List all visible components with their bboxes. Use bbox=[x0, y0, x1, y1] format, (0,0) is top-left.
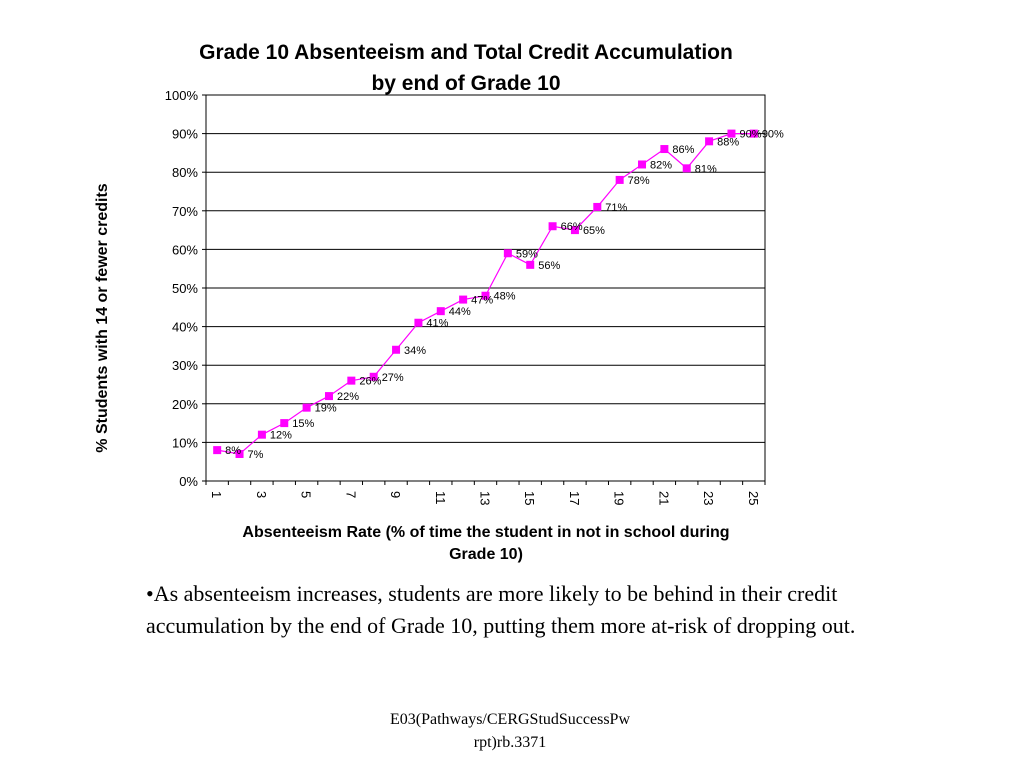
data-point bbox=[347, 376, 356, 385]
x-tick-label: 13 bbox=[478, 491, 493, 505]
plot-area bbox=[205, 94, 766, 482]
x-tick-labels: 1 3 5 7 9 11 13 15 17 19 21 23 25 bbox=[209, 491, 761, 505]
x-tick-label: 19 bbox=[612, 491, 627, 505]
y-tick-label: 50% bbox=[172, 281, 198, 296]
data-label: 66% bbox=[561, 221, 583, 233]
chart: Grade 10 Absenteeism and Total Credit Ac… bbox=[94, 41, 784, 563]
data-label: 48% bbox=[494, 291, 516, 303]
data-point bbox=[257, 430, 266, 439]
data-label: 78% bbox=[628, 175, 650, 187]
x-tick-label: 25 bbox=[746, 491, 761, 505]
data-point bbox=[436, 307, 445, 316]
data-point bbox=[369, 372, 378, 381]
y-tick-label: 20% bbox=[172, 397, 198, 412]
data-point bbox=[727, 129, 736, 138]
chart-title-line-2: by end of Grade 10 bbox=[371, 72, 560, 95]
y-tick-labels: 0% 10% 20% 30% 40% 50% 60% 70% 80% 90% 100% bbox=[165, 88, 199, 489]
data-point bbox=[213, 446, 222, 455]
data-label: 81% bbox=[695, 163, 717, 175]
data-label: 15% bbox=[292, 418, 314, 430]
data-label: 12% bbox=[270, 430, 292, 442]
footer-line-2: rpt)rb.3371 bbox=[473, 734, 547, 751]
data-labels: 8% 7% 12%15%19%22%26% 27% 34% 41%44%47% 48% 59%… bbox=[225, 129, 784, 461]
data-point bbox=[392, 345, 401, 354]
data-point bbox=[302, 403, 311, 412]
data-label: 26% bbox=[359, 376, 381, 388]
y-tick-label: 10% bbox=[172, 435, 198, 450]
data-label: 44% bbox=[449, 306, 471, 318]
data-point bbox=[481, 291, 490, 300]
data-point bbox=[682, 164, 691, 173]
data-label: 22% bbox=[337, 391, 359, 403]
data-point bbox=[749, 129, 758, 138]
data-point bbox=[414, 318, 423, 327]
data-point bbox=[570, 226, 579, 235]
bullet-text: •As absenteeism increases, students are … bbox=[146, 581, 856, 638]
data-point bbox=[459, 295, 468, 304]
data-label: 19% bbox=[315, 403, 337, 415]
y-tick-label: 100% bbox=[165, 88, 199, 103]
data-point bbox=[324, 392, 333, 401]
data-label: 7% bbox=[248, 449, 264, 461]
x-axis-title-line-1: Absenteeism Rate (% of time the student … bbox=[242, 524, 729, 541]
footer-line-1: E03(Pathways/CERGStudSuccessPw bbox=[390, 711, 630, 728]
x-tick-label: 11 bbox=[433, 491, 448, 505]
data-label: 90% bbox=[739, 129, 761, 141]
data-point bbox=[280, 419, 289, 428]
data-label: 27% bbox=[382, 372, 404, 384]
y-tick-label: 40% bbox=[172, 320, 198, 335]
y-tick-label: 60% bbox=[172, 242, 198, 257]
data-point bbox=[235, 449, 244, 458]
data-point bbox=[503, 249, 512, 258]
footer-reference: E03(Pathways/CERGStudSuccessPw rpt)rb.33… bbox=[330, 708, 690, 754]
data-point bbox=[526, 260, 535, 269]
y-axis-title: % Students with 14 or fewer credits bbox=[94, 183, 111, 453]
y-tick-label: 90% bbox=[172, 127, 198, 142]
data-point bbox=[548, 222, 557, 231]
x-tick-label: 9 bbox=[388, 491, 403, 498]
data-point bbox=[660, 145, 669, 154]
data-points bbox=[213, 129, 758, 458]
data-point bbox=[638, 160, 647, 169]
x-tick-label: 21 bbox=[656, 491, 671, 505]
x-tick-label: 1 bbox=[209, 491, 224, 498]
x-tick-label: 3 bbox=[254, 491, 269, 498]
data-label: 8% bbox=[225, 445, 241, 457]
y-tick-label: 0% bbox=[179, 474, 198, 489]
y-tick-label: 70% bbox=[172, 204, 198, 219]
data-label: 88% bbox=[717, 136, 739, 148]
data-point bbox=[615, 175, 624, 184]
x-tick-label: 5 bbox=[299, 491, 314, 498]
x-tick-label: 15 bbox=[522, 491, 537, 505]
y-tick-label: 80% bbox=[172, 165, 198, 180]
data-label: 47% bbox=[471, 295, 493, 307]
data-label: 86% bbox=[672, 144, 694, 156]
x-tick-label: 23 bbox=[701, 491, 716, 505]
data-point bbox=[705, 137, 714, 146]
x-tick-label: 17 bbox=[567, 491, 582, 505]
x-axis-title-line-2: Grade 10) bbox=[449, 546, 523, 563]
data-point bbox=[593, 202, 602, 211]
y-tick-label: 30% bbox=[172, 358, 198, 373]
data-label: 41% bbox=[426, 318, 448, 330]
chart-title-line-1: Grade 10 Absenteeism and Total Credit Ac… bbox=[199, 41, 733, 64]
data-label: 59% bbox=[516, 248, 538, 260]
data-label: 56% bbox=[538, 260, 560, 272]
x-tick-label: 7 bbox=[343, 491, 358, 498]
data-label: 82% bbox=[650, 159, 672, 171]
data-label: 90% bbox=[762, 129, 784, 141]
data-label: 34% bbox=[404, 345, 426, 357]
data-label: 65% bbox=[583, 225, 605, 237]
data-label: 71% bbox=[605, 202, 627, 214]
